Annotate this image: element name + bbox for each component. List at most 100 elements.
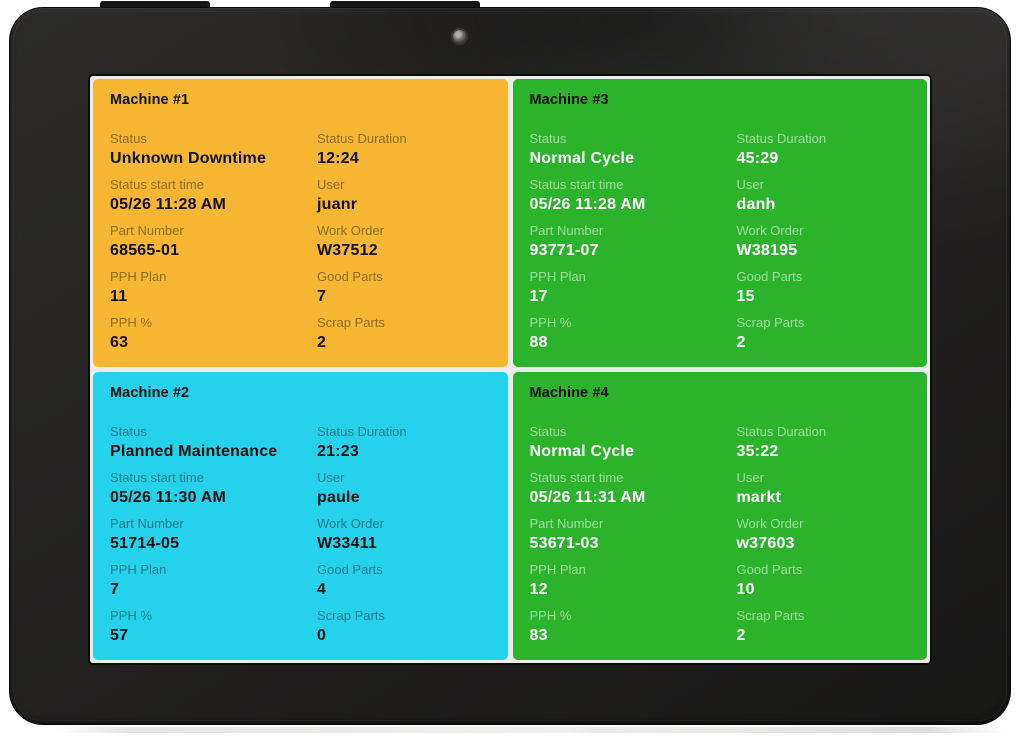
field-label: Work Order xyxy=(317,223,384,238)
field-part-number: Part Number 51714-05 xyxy=(110,515,317,554)
field-value: 88 xyxy=(529,334,548,351)
field-value: 21:23 xyxy=(317,443,359,460)
machine-title: Machine #2 xyxy=(110,385,190,401)
field-pph-plan: PPH Plan 11 xyxy=(110,268,317,307)
field-label: Part Number xyxy=(529,223,604,238)
field-value: 11 xyxy=(110,288,128,305)
table-reflection xyxy=(55,727,1005,733)
field-label: Status xyxy=(110,424,147,439)
field-part-number: Part Number 53671-03 xyxy=(530,515,737,554)
machine-card-machine-3[interactable]: Machine #3 Status Normal Cycle Status Dura… xyxy=(512,79,927,367)
field-label: User xyxy=(317,177,345,192)
field-value: 15 xyxy=(736,288,755,305)
field-pph-percent: PPH % 63 xyxy=(110,314,317,353)
field-pph-percent: PPH % 83 xyxy=(530,607,737,646)
field-label: User xyxy=(317,470,345,485)
field-label: Work Order xyxy=(736,223,804,238)
field-status-start-time: Status start time 05/26 11:28 AM xyxy=(530,176,737,215)
field-label: Part Number xyxy=(529,516,604,531)
volume-button xyxy=(330,1,480,11)
field-user: User paule xyxy=(317,469,491,508)
field-value: 0 xyxy=(317,627,327,644)
field-value: 83 xyxy=(529,627,548,644)
field-value: 7 xyxy=(317,288,327,305)
machine-card-machine-4[interactable]: Machine #4 Status Normal Cycle Status Dura… xyxy=(512,372,927,660)
machine-fields: Status Normal Cycle Status Duration 35:22 St… xyxy=(530,423,911,646)
field-value: 12 xyxy=(529,581,548,598)
machine-title: Machine #4 xyxy=(529,385,609,401)
field-label: Status start time xyxy=(110,177,204,192)
field-label: Status xyxy=(529,131,567,146)
field-pph-percent: PPH % 57 xyxy=(110,607,317,646)
field-work-order: Work Order W37512 xyxy=(317,222,491,261)
field-status-duration: Status Duration 21:23 xyxy=(317,423,491,462)
field-label: Status xyxy=(529,424,567,439)
field-status: Status Planned Maintenance xyxy=(110,423,317,462)
field-status-duration: Status Duration 35:22 xyxy=(737,423,911,462)
field-value: 45:29 xyxy=(736,150,779,167)
field-label: Status Duration xyxy=(317,424,407,439)
field-pph-plan: PPH Plan 7 xyxy=(110,561,317,600)
machine-card-machine-2[interactable]: Machine #2 Status Planned Maintenance Stat… xyxy=(93,372,508,660)
field-part-number: Part Number 93771-07 xyxy=(530,222,737,261)
field-label: Part Number xyxy=(110,516,184,531)
field-pph-plan: PPH Plan 17 xyxy=(530,268,737,307)
field-value: markt xyxy=(736,489,782,506)
field-value: 68565-01 xyxy=(110,242,180,259)
field-label: PPH Plan xyxy=(529,269,586,284)
field-value: Normal Cycle xyxy=(529,443,635,460)
field-scrap-parts: Scrap Parts 2 xyxy=(737,607,911,646)
field-work-order: Work Order W38195 xyxy=(737,222,911,261)
field-label: Status Duration xyxy=(736,424,827,439)
field-user: User danh xyxy=(737,176,911,215)
field-label: Work Order xyxy=(317,516,384,531)
field-value: 2 xyxy=(736,627,746,644)
field-value: 2 xyxy=(736,334,746,351)
field-value: 17 xyxy=(529,288,548,305)
field-label: PPH Plan xyxy=(110,562,167,577)
field-good-parts: Good Parts 10 xyxy=(737,561,911,600)
field-status: Status Normal Cycle xyxy=(530,423,737,462)
field-value: juanr xyxy=(317,196,358,213)
field-label: Status start time xyxy=(529,470,624,485)
field-value: W38195 xyxy=(736,242,798,259)
field-status-start-time: Status start time 05/26 11:28 AM xyxy=(110,176,317,215)
field-label: Scrap Parts xyxy=(736,608,805,623)
power-button xyxy=(100,1,210,11)
field-label: Good Parts xyxy=(736,269,803,284)
field-value: 05/26 11:28 AM xyxy=(529,196,646,213)
field-label: Status start time xyxy=(110,470,204,485)
field-status-start-time: Status start time 05/26 11:30 AM xyxy=(110,469,317,508)
field-scrap-parts: Scrap Parts 0 xyxy=(317,607,491,646)
field-label: User xyxy=(736,177,764,192)
field-value: 7 xyxy=(110,581,120,598)
field-work-order: Work Order W33411 xyxy=(317,515,491,554)
field-value: W37512 xyxy=(317,242,378,259)
field-pph-percent: PPH % 88 xyxy=(530,314,737,353)
field-status-duration: Status Duration 45:29 xyxy=(737,130,911,169)
field-value: 05/26 11:28 AM xyxy=(110,196,227,213)
field-label: PPH % xyxy=(110,315,152,330)
tablet-screen machine-grid: Machine #1 Status Unknown Downtime Status … xyxy=(90,76,930,663)
field-label: PPH Plan xyxy=(110,269,167,284)
field-value: 4 xyxy=(317,581,327,598)
field-scrap-parts: Scrap Parts 2 xyxy=(737,314,911,353)
field-label: Good Parts xyxy=(736,562,803,577)
field-good-parts: Good Parts 7 xyxy=(317,268,491,307)
machine-fields: Status Normal Cycle Status Duration 45:29 St… xyxy=(530,130,911,353)
machine-card-machine-1[interactable]: Machine #1 Status Unknown Downtime Status … xyxy=(93,79,508,367)
field-value: w37603 xyxy=(736,535,795,552)
field-pph-plan: PPH Plan 12 xyxy=(530,561,737,600)
field-value: 53671-03 xyxy=(529,535,599,552)
tablet-body: Machine #1 Status Unknown Downtime Status … xyxy=(9,7,1011,725)
field-value: 2 xyxy=(317,334,327,351)
field-status: Status Normal Cycle xyxy=(530,130,737,169)
field-status: Status Unknown Downtime xyxy=(110,130,317,169)
field-label: PPH % xyxy=(529,315,572,330)
field-value: 05/26 11:31 AM xyxy=(529,489,646,506)
field-value: 05/26 11:30 AM xyxy=(110,489,227,506)
field-scrap-parts: Scrap Parts 2 xyxy=(317,314,491,353)
field-user: User juanr xyxy=(317,176,491,215)
machine-title: Machine #3 xyxy=(529,92,609,108)
field-label: Status xyxy=(110,131,147,146)
